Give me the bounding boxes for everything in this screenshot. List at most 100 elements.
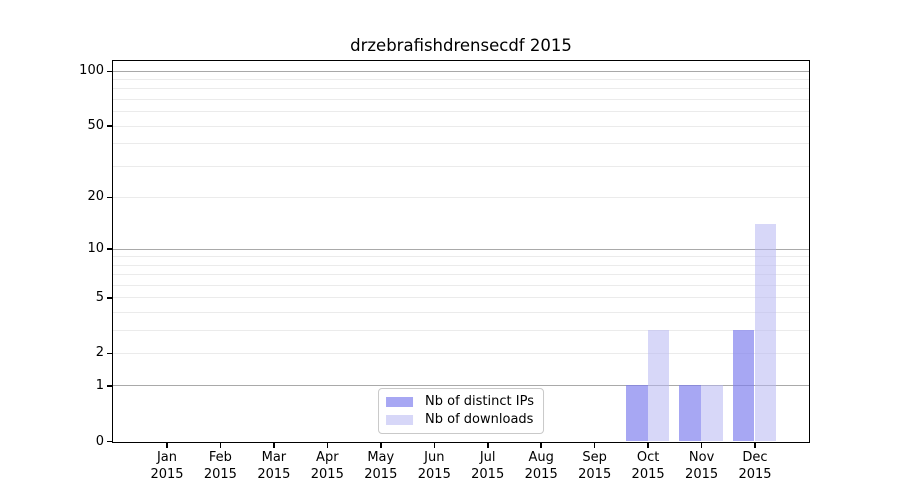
x-tick-month: May [367, 450, 395, 465]
minor-gridline [113, 88, 809, 90]
x-tick-label: Apr 2015 [295, 450, 359, 483]
x-tick-year: 2015 [471, 466, 505, 482]
minor-gridline [113, 165, 809, 167]
x-tick-mark [487, 443, 489, 448]
x-tick-month: Jun [424, 450, 445, 465]
minor-gridline [113, 125, 809, 127]
x-tick-label: Jul 2015 [456, 450, 520, 483]
bar-downloads [701, 385, 723, 441]
y-tick-label: 1 [95, 377, 104, 393]
major-gridline [113, 385, 809, 387]
x-tick-mark [273, 443, 275, 448]
x-tick-label: Dec 2015 [723, 450, 787, 483]
x-tick-month: Sep [582, 450, 607, 465]
bar-downloads [754, 223, 777, 441]
y-tick-mark [107, 125, 112, 127]
y-tick-label: 2 [95, 345, 104, 361]
x-tick-mark [647, 443, 649, 448]
x-tick-month: Jan [156, 450, 178, 465]
x-tick-month: Jul [479, 450, 496, 465]
x-tick-label: Oct 2015 [616, 450, 680, 483]
y-tick-mark [107, 385, 112, 387]
minor-gridline [113, 111, 809, 113]
x-tick-mark [593, 443, 596, 448]
legend-swatch-downloads [386, 414, 414, 425]
legend-item-downloads: Nb of downloads [386, 412, 534, 427]
bars-layer [113, 61, 809, 442]
legend-item-distinct-ips: Nb of distinct IPs [386, 394, 534, 409]
minor-gridline [113, 256, 809, 258]
chart-title: drzebrafishdrensecdf 2015 [350, 36, 572, 55]
minor-gridline [113, 311, 809, 313]
x-tick-year: 2015 [578, 466, 612, 482]
y-tick-label: 50 [87, 118, 104, 133]
x-tick-label: May 2015 [349, 450, 413, 483]
legend-label-downloads: Nb of downloads [425, 412, 534, 427]
minor-gridline [113, 143, 809, 144]
legend-label-distinct-ips: Nb of distinct IPs [425, 394, 534, 409]
x-tick-mark [754, 443, 756, 448]
x-tick-year: 2015 [364, 466, 398, 482]
bar-distinct-ips [679, 385, 702, 441]
bar-downloads [647, 329, 670, 441]
x-tick-year: 2015 [417, 466, 451, 482]
x-tick-label: Aug 2015 [509, 450, 573, 483]
x-tick-mark [380, 443, 382, 448]
x-tick-month: Nov [688, 450, 715, 465]
y-tick-mark [107, 248, 112, 250]
bar-distinct-ips [625, 385, 648, 441]
x-tick-label: Feb 2015 [188, 450, 252, 483]
minor-gridline [113, 352, 809, 354]
minor-gridline [113, 329, 809, 331]
minor-gridline [113, 79, 809, 81]
x-tick-month: Apr [316, 450, 339, 465]
y-tick-mark [107, 352, 112, 355]
minor-gridline [113, 274, 809, 276]
y-tick-mark [107, 297, 112, 299]
gridlines-layer [113, 61, 809, 442]
y-tick-label: 10 [87, 241, 104, 257]
x-tick-year: 2015 [631, 466, 665, 482]
x-tick-label: Jan 2015 [135, 450, 199, 483]
x-tick-month: Mar [261, 450, 287, 465]
x-tick-year: 2015 [685, 466, 719, 482]
legend: Nb of distinct IPs Nb of downloads [378, 388, 544, 434]
x-tick-mark [326, 443, 329, 448]
x-tick-year: 2015 [738, 466, 772, 482]
x-tick-mark [700, 443, 703, 448]
y-tick-label: 0 [95, 433, 104, 449]
y-tick-mark [107, 196, 112, 198]
major-gridline [113, 248, 809, 250]
x-tick-month: Oct [636, 450, 660, 465]
x-tick-mark [433, 443, 435, 448]
x-tick-year: 2015 [150, 466, 184, 482]
y-tick-label: 5 [95, 289, 104, 305]
x-tick-label: Nov 2015 [670, 450, 734, 483]
x-tick-year: 2015 [310, 466, 344, 482]
bar-distinct-ips [732, 329, 755, 441]
x-tick-month: Feb [208, 450, 232, 465]
x-tick-mark [540, 443, 542, 448]
y-tick-label: 100 [79, 63, 104, 79]
y-tick-mark [107, 440, 112, 443]
x-tick-year: 2015 [524, 466, 558, 482]
x-tick-label: Mar 2015 [242, 450, 306, 483]
x-tick-label: Jun 2015 [402, 450, 466, 483]
legend-swatch-distinct-ips [386, 396, 414, 407]
x-tick-month: Aug [528, 450, 554, 465]
x-tick-year: 2015 [257, 466, 291, 482]
x-tick-month: Dec [742, 450, 768, 465]
x-tick-year: 2015 [203, 466, 237, 482]
x-tick-label: Sep 2015 [563, 450, 627, 483]
x-tick-mark [219, 443, 222, 448]
minor-gridline [113, 284, 809, 286]
x-tick-mark [166, 443, 168, 448]
minor-gridline [113, 264, 809, 266]
y-tick-mark [107, 70, 112, 72]
minor-gridline [113, 196, 809, 198]
y-tick-label: 20 [87, 189, 104, 205]
minor-gridline [113, 99, 809, 100]
plot-area: Nb of distinct IPs Nb of downloads [112, 60, 810, 443]
minor-gridline [113, 297, 809, 299]
